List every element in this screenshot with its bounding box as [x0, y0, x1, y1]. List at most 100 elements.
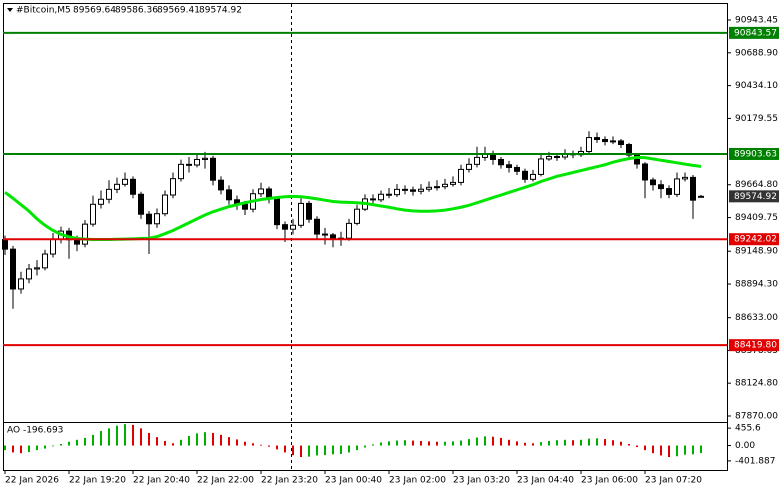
- x-tick-label: 23 Jan 00:40: [325, 476, 382, 486]
- y-tick-label: 89664.80: [735, 180, 778, 190]
- ao-bar: [12, 445, 14, 453]
- ao-bar: [476, 437, 478, 446]
- ao-bar: [132, 424, 134, 446]
- ao-bar: [236, 439, 238, 446]
- candle-body: [226, 189, 232, 201]
- ao-bar: [516, 441, 518, 446]
- candle-body: [674, 178, 680, 195]
- level-label-box: [729, 339, 779, 352]
- ao-bar: [180, 439, 182, 446]
- y-tick-label: 90434.10: [735, 81, 778, 91]
- candle-body: [378, 193, 384, 201]
- ao-bar: [564, 439, 566, 446]
- candle-body: [122, 178, 128, 185]
- candle-body: [50, 238, 56, 255]
- candle-body: [346, 222, 352, 239]
- candle-body: [514, 166, 520, 172]
- x-tick-label: 23 Jan 04:40: [517, 476, 574, 486]
- candle-body: [698, 195, 704, 198]
- header-low: 89569.41: [157, 6, 200, 16]
- candle-body: [434, 186, 440, 189]
- ao-bar: [468, 439, 470, 446]
- y-tick-label: 90688.90: [735, 48, 778, 58]
- candle-body: [602, 138, 608, 143]
- y-tick-label: 90943.45: [735, 16, 778, 26]
- x-tick-label: 22 Jan 22:00: [197, 476, 254, 486]
- ao-bar: [588, 438, 590, 446]
- x-tick-label: 23 Jan 02:00: [389, 476, 446, 486]
- candle-body: [386, 193, 392, 196]
- candle-body: [242, 203, 248, 210]
- candle-body: [354, 208, 360, 224]
- ao-bar: [36, 445, 38, 451]
- ao-bar: [44, 445, 46, 449]
- y-tick-label: 88633.00: [735, 313, 778, 323]
- ao-bar: [316, 445, 318, 456]
- level-label: 89903.63: [734, 149, 777, 159]
- ao-bar: [276, 445, 278, 450]
- ao-bar: [380, 442, 382, 446]
- ao-bar: [604, 439, 606, 446]
- ao-bar: [332, 445, 334, 455]
- candle-body: [426, 186, 432, 190]
- level-label-box: [729, 26, 779, 39]
- candle-body: [298, 202, 304, 226]
- x-tick-label: 22 Jan 2026: [5, 476, 59, 486]
- candle-body: [530, 173, 536, 180]
- ao-bar: [260, 444, 262, 446]
- candle-body: [490, 153, 496, 160]
- y-tick-label: 87870.00: [735, 411, 778, 421]
- candle-body: [642, 163, 648, 181]
- ao-bar: [52, 445, 54, 447]
- ao-bar: [532, 443, 534, 446]
- price-label-box: [729, 190, 779, 203]
- candle-body: [682, 176, 688, 180]
- candle-body: [506, 164, 512, 168]
- ao-bar: [340, 445, 342, 454]
- ao-bar: [556, 440, 558, 446]
- candle-body: [178, 163, 184, 180]
- ao-bar: [644, 445, 646, 451]
- x-tick-label: 22 Jan 19:20: [69, 476, 126, 486]
- ao-bar: [244, 441, 246, 446]
- header-open: 89569.64: [73, 6, 116, 16]
- ao-label: AO -196.693: [7, 426, 63, 436]
- candle-body: [658, 184, 664, 190]
- ao-bar: [172, 443, 174, 446]
- candle-body: [154, 213, 160, 225]
- ao-bar: [212, 432, 214, 446]
- candle-body: [466, 163, 472, 170]
- ao-bar: [108, 428, 110, 446]
- ao-bar: [372, 444, 374, 446]
- candle-body: [498, 158, 504, 166]
- ao-bar: [436, 441, 438, 446]
- ao-bar: [636, 445, 638, 448]
- ao-bar: [508, 439, 510, 446]
- candle-body: [306, 202, 312, 220]
- header-high: 89586.36: [115, 6, 158, 16]
- ao-bar: [268, 445, 270, 447]
- ao-bar: [300, 445, 302, 458]
- ao-bar: [228, 437, 230, 446]
- candle-body: [554, 156, 560, 159]
- candle-body: [2, 238, 8, 250]
- ao-tick-label: 0.00: [735, 441, 755, 451]
- candle-body: [18, 278, 24, 290]
- ao-bar: [324, 445, 326, 456]
- ao-bar: [20, 445, 22, 454]
- ao-bar: [684, 445, 686, 455]
- ao-bar: [596, 438, 598, 446]
- candle-body: [586, 137, 592, 152]
- level-label-box: [729, 147, 779, 160]
- candle-body: [626, 144, 632, 156]
- ao-bar: [692, 445, 694, 455]
- candle-body: [218, 179, 224, 191]
- ao-bar: [28, 445, 30, 453]
- ao-bar: [548, 440, 550, 446]
- candle-body: [98, 198, 104, 205]
- ao-bar: [92, 434, 94, 446]
- ao-bar: [700, 445, 702, 454]
- candle-body: [26, 268, 32, 280]
- chart-title: #Bitcoin,M5: [16, 6, 71, 16]
